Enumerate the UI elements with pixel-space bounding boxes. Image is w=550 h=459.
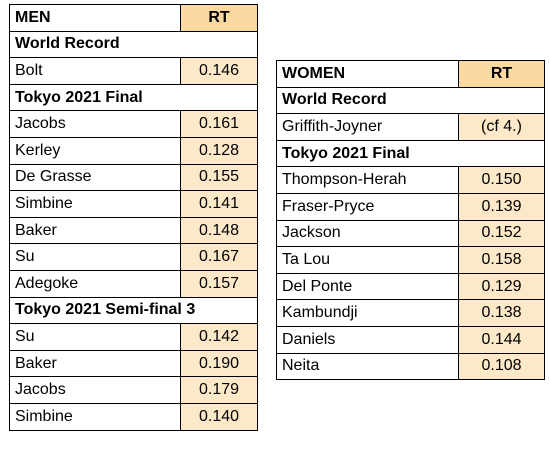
section-row: Tokyo 2021 Semi-final 3 (10, 297, 258, 324)
athlete-row: Neita 0.108 (277, 353, 545, 380)
reaction-time: 0.179 (181, 377, 258, 404)
reaction-time: 0.155 (181, 164, 258, 191)
athlete-name: Baker (10, 217, 181, 244)
athlete-row: Ta Lou 0.158 (277, 247, 545, 274)
women-reaction-time-table: WOMEN RT World Record Griffith-Joyner (cf 4.… (276, 60, 545, 380)
reaction-time: 0.129 (459, 273, 545, 300)
reaction-time: 0.158 (459, 247, 545, 274)
reaction-time: 0.150 (459, 167, 545, 194)
athlete-row: Jackson 0.152 (277, 220, 545, 247)
reaction-time: 0.141 (181, 191, 258, 218)
men-header-label: MEN (10, 5, 181, 32)
reaction-time: 0.157 (181, 270, 258, 297)
athlete-row: Kambundji 0.138 (277, 300, 545, 327)
athlete-row: Baker 0.148 (10, 217, 258, 244)
athlete-name: Jackson (277, 220, 459, 247)
athlete-name: Adegoke (10, 270, 181, 297)
athlete-row: Thompson-Herah 0.150 (277, 167, 545, 194)
section-title: Tokyo 2021 Semi-final 3 (10, 297, 258, 324)
athlete-name: Simbine (10, 191, 181, 218)
athlete-name: Fraser-Pryce (277, 193, 459, 220)
athlete-row: Bolt 0.146 (10, 58, 258, 85)
reaction-time: 0.167 (181, 244, 258, 271)
reaction-time: 0.148 (181, 217, 258, 244)
reaction-time: 0.108 (459, 353, 545, 380)
athlete-name: Baker (10, 350, 181, 377)
section-row: Tokyo 2021 Final (10, 84, 258, 111)
section-row: Tokyo 2021 Final (277, 140, 545, 167)
athlete-row: Adegoke 0.157 (10, 270, 258, 297)
athlete-name: Daniels (277, 326, 459, 353)
section-title: World Record (277, 87, 545, 114)
athlete-row: Jacobs 0.161 (10, 111, 258, 138)
athlete-row: Jacobs 0.179 (10, 377, 258, 404)
reaction-time: 0.161 (181, 111, 258, 138)
reaction-time: 0.140 (181, 403, 258, 430)
athlete-name: Jacobs (10, 377, 181, 404)
athlete-row: Su 0.167 (10, 244, 258, 271)
athlete-name: Del Ponte (277, 273, 459, 300)
reaction-time: 0.144 (459, 326, 545, 353)
reaction-time: 0.142 (181, 324, 258, 351)
athlete-name: Neita (277, 353, 459, 380)
section-title: World Record (10, 31, 258, 58)
athlete-name: Ta Lou (277, 247, 459, 274)
athlete-name: Simbine (10, 403, 181, 430)
section-row: World Record (277, 87, 545, 114)
athlete-row: Kerley 0.128 (10, 137, 258, 164)
section-title: Tokyo 2021 Final (277, 140, 545, 167)
athlete-row: Griffith-Joyner (cf 4.) (277, 114, 545, 141)
athlete-row: Daniels 0.144 (277, 326, 545, 353)
athlete-row: Del Ponte 0.129 (277, 273, 545, 300)
athlete-name: Thompson-Herah (277, 167, 459, 194)
athlete-name: Jacobs (10, 111, 181, 138)
reaction-time: 0.146 (181, 58, 258, 85)
reaction-time: 0.139 (459, 193, 545, 220)
women-header-label: WOMEN (277, 61, 459, 88)
athlete-name: Bolt (10, 58, 181, 85)
athlete-name: Griffith-Joyner (277, 114, 459, 141)
athlete-row: Su 0.142 (10, 324, 258, 351)
men-reaction-time-table: MEN RT World Record Bolt 0.146 Tokyo 2021 Fin… (9, 4, 258, 431)
men-header-row: MEN RT (10, 5, 258, 32)
athlete-name: De Grasse (10, 164, 181, 191)
athlete-name: Kambundji (277, 300, 459, 327)
reaction-time: 0.128 (181, 137, 258, 164)
women-header-row: WOMEN RT (277, 61, 545, 88)
athlete-row: Simbine 0.141 (10, 191, 258, 218)
athlete-row: Fraser-Pryce 0.139 (277, 193, 545, 220)
reaction-time: 0.138 (459, 300, 545, 327)
men-header-rt: RT (181, 5, 258, 32)
athlete-name: Su (10, 324, 181, 351)
athlete-name: Su (10, 244, 181, 271)
reaction-time: 0.190 (181, 350, 258, 377)
athlete-row: Simbine 0.140 (10, 403, 258, 430)
athlete-row: Baker 0.190 (10, 350, 258, 377)
athlete-name: Kerley (10, 137, 181, 164)
section-title: Tokyo 2021 Final (10, 84, 258, 111)
women-header-rt: RT (459, 61, 545, 88)
section-row: World Record (10, 31, 258, 58)
reaction-time: 0.152 (459, 220, 545, 247)
athlete-row: De Grasse 0.155 (10, 164, 258, 191)
reaction-time: (cf 4.) (459, 114, 545, 141)
